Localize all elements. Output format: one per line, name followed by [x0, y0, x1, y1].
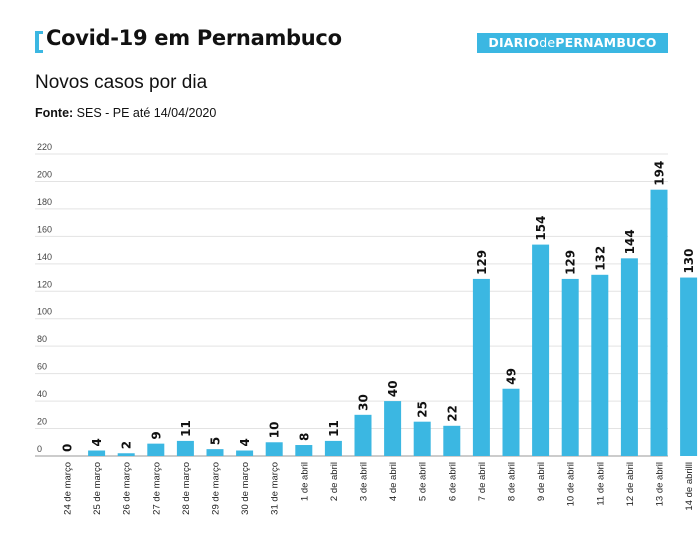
- bar: [502, 388, 520, 456]
- data-label: 4: [90, 438, 104, 446]
- y-tick-label: 140: [37, 252, 52, 262]
- logo-part-3: PERNAMBUCO: [555, 35, 657, 50]
- y-tick-label: 200: [37, 169, 52, 179]
- data-label: 9: [149, 431, 163, 439]
- y-tick-label: 220: [37, 142, 52, 152]
- data-label: 144: [623, 229, 637, 254]
- data-label: 25: [416, 401, 430, 418]
- data-label: 0: [61, 444, 75, 452]
- data-label: 194: [653, 161, 667, 186]
- y-tick-label: 100: [37, 307, 52, 317]
- data-label: 22: [445, 405, 459, 422]
- y-tick-label: 0: [37, 444, 42, 454]
- data-label: 132: [593, 246, 607, 271]
- page-title: Covid-19 em Pernambuco: [46, 26, 342, 50]
- x-tick-label: 31 de março: [270, 462, 281, 515]
- x-tick-label: 26 de março: [122, 462, 133, 515]
- bar: [384, 401, 402, 456]
- bar: [472, 278, 490, 456]
- chart-subtitle: Novos casos por dia: [35, 72, 208, 93]
- data-label: 4: [238, 438, 252, 446]
- y-tick-label: 120: [37, 279, 52, 289]
- x-tick-label: 11 de abril: [595, 462, 606, 506]
- x-tick-label: 8 de abril: [507, 462, 518, 501]
- bar: [295, 445, 313, 456]
- x-tick-label: 12 de abril: [625, 462, 636, 506]
- x-tick-label: 10 de abril: [566, 462, 577, 506]
- x-tick-label: 6 de abril: [447, 462, 458, 501]
- bar: [176, 440, 194, 456]
- x-tick-label: 13 de abril: [655, 462, 666, 506]
- logo-part-2: de: [539, 35, 556, 50]
- y-tick-label: 180: [37, 197, 52, 207]
- bar: [88, 450, 106, 456]
- data-label: 49: [505, 368, 519, 385]
- header: Covid-19 em Pernambuco DIARIOdePERNAMBUC…: [0, 0, 700, 60]
- data-label: 129: [475, 250, 489, 275]
- data-label: 129: [564, 250, 578, 275]
- data-label: 5: [209, 437, 223, 445]
- bar: [147, 443, 165, 456]
- data-label: 2: [120, 441, 134, 449]
- x-tick-label: 4 de abril: [388, 462, 399, 501]
- newspaper-logo: DIARIOdePERNAMBUCO: [477, 33, 668, 53]
- bar: [591, 274, 609, 456]
- data-label: 130: [682, 248, 696, 273]
- source-text: SES - PE até 14/04/2020: [73, 106, 217, 120]
- y-tick-label: 40: [37, 389, 47, 399]
- bar: [236, 450, 254, 456]
- source-label: Fonte:: [35, 106, 74, 120]
- data-label: 40: [386, 380, 400, 397]
- bar: [532, 244, 550, 456]
- bar: [680, 277, 698, 456]
- x-tick-label: 5 de abril: [418, 462, 429, 501]
- data-label: 11: [179, 420, 193, 437]
- x-tick-label: 14 de abrilll: [684, 462, 695, 511]
- data-label: 154: [534, 216, 548, 241]
- x-tick-label: 24 de março: [63, 462, 74, 515]
- data-label: 11: [327, 420, 341, 437]
- bar: [620, 258, 638, 456]
- x-tick-label: 27 de março: [151, 462, 162, 515]
- bar: [650, 189, 668, 456]
- y-tick-label: 20: [37, 417, 47, 427]
- x-tick-label: 28 de março: [181, 462, 192, 515]
- title-bracket-decoration: [35, 31, 43, 53]
- x-tick-label: 25 de março: [92, 462, 103, 515]
- x-tick-label: 2 de abril: [329, 462, 340, 501]
- x-tick-label: 7 de abril: [477, 462, 488, 501]
- data-label: 10: [268, 422, 282, 439]
- y-tick-label: 60: [37, 362, 47, 372]
- x-tick-label: 30 de março: [240, 462, 251, 515]
- bar: [354, 414, 372, 456]
- y-tick-label: 160: [37, 224, 52, 234]
- bar: [443, 425, 461, 456]
- x-tick-label: 9 de abril: [536, 462, 547, 501]
- x-tick-label: 1 de abril: [299, 462, 310, 501]
- x-tick-label: 29 de março: [211, 462, 222, 515]
- bar: [117, 453, 135, 456]
- bar: [206, 449, 224, 456]
- bar: [561, 278, 579, 456]
- bar: [324, 440, 342, 456]
- y-tick-label: 80: [37, 334, 47, 344]
- bar: [265, 442, 283, 456]
- source-note: Fonte: SES - PE até 14/04/2020: [35, 106, 216, 120]
- data-label: 8: [297, 433, 311, 441]
- x-tick-label: 3 de abril: [359, 462, 370, 501]
- bar: [413, 421, 431, 456]
- logo-part-1: DIARIO: [488, 35, 540, 50]
- data-label: 30: [357, 394, 371, 411]
